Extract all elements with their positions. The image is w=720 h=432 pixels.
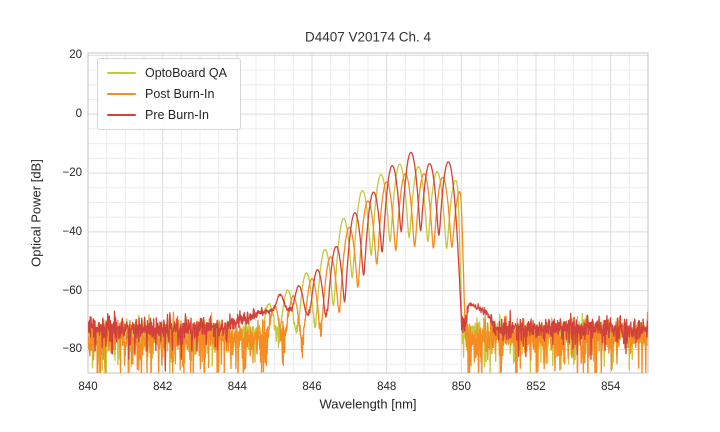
x-tick-label: 840 <box>78 381 98 393</box>
legend-item-label: Pre Burn-In <box>145 108 209 122</box>
axes-spines <box>87 52 649 374</box>
x-tick-label: 842 <box>153 381 173 393</box>
legend-item-post-burn-in: Post Burn-In <box>107 86 227 102</box>
legend-item-pre-burn-in: Pre Burn-In <box>107 107 227 123</box>
chart-title: D4407 V20174 Ch. 4 <box>304 29 432 45</box>
y-tick-label: 0 <box>75 108 82 121</box>
legend-line-swatch <box>107 113 136 117</box>
legend-line-swatch <box>107 71 136 75</box>
x-axis-label: Wavelength [nm] <box>319 396 417 412</box>
x-tick-label: 848 <box>377 381 397 393</box>
y-tick-label: −80 <box>62 343 82 356</box>
x-tick-label: 852 <box>526 381 546 393</box>
y-tick-label: −60 <box>62 284 82 297</box>
legend-item-label: OptoBoard QA <box>145 66 227 80</box>
x-tick-label: 850 <box>451 381 471 393</box>
series-curve-pre-burn-in <box>88 151 648 372</box>
legend: OptoBoard QA Post Burn-In Pre Burn-In <box>97 58 241 130</box>
y-tick-label: −20 <box>62 167 82 179</box>
x-tick-label: 846 <box>302 381 322 393</box>
legend-item-optoboard-qa: OptoBoard QA <box>107 65 227 81</box>
y-tick-label: 20 <box>69 49 82 62</box>
x-tick-label: 844 <box>227 381 247 393</box>
x-tick-label: 854 <box>601 381 621 393</box>
legend-item-label: Post Burn-In <box>145 87 215 101</box>
y-tick-label: −40 <box>62 225 82 238</box>
legend-line-swatch <box>107 92 136 96</box>
